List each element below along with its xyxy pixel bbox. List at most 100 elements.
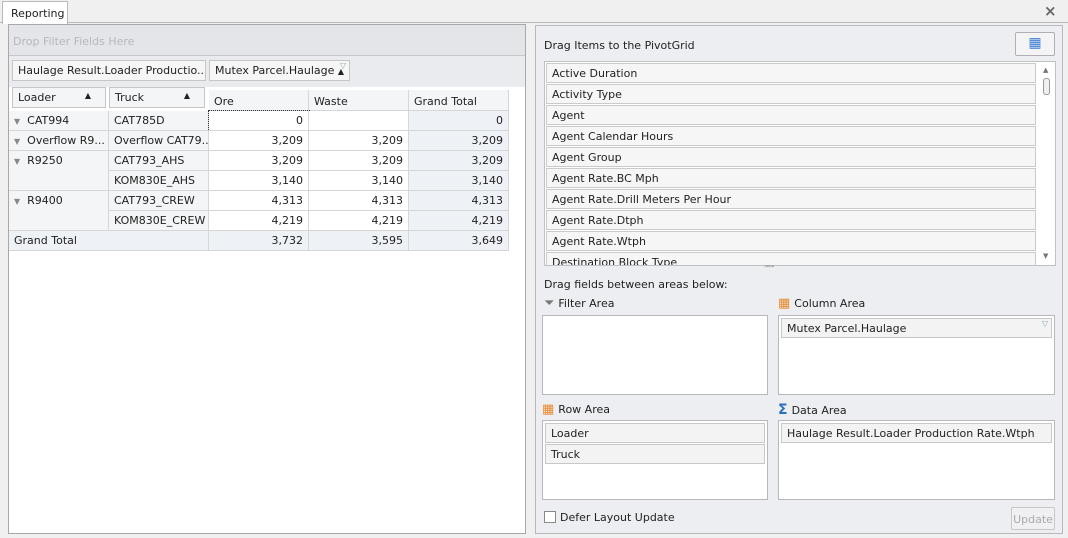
collapse-icon[interactable]: ▼ — [14, 197, 21, 206]
filter-drop-area[interactable]: Drop Filter Fields Here — [9, 25, 525, 56]
splitter-grip[interactable]: '''''''' — [764, 264, 775, 273]
tab-reporting[interactable]: Reporting — [2, 1, 68, 24]
field-list-panel: Drag Items to the PivotGrid ▦ Active Dur… — [535, 25, 1063, 534]
data-cell[interactable]: 3,209 — [209, 131, 309, 151]
layout-grid-icon: ▦ — [1028, 35, 1042, 51]
filter-icon[interactable]: ▽ — [1041, 319, 1048, 328]
row-header-loader[interactable]: ▼ R9400 — [9, 191, 109, 231]
data-cell[interactable]: 3,209 — [409, 151, 509, 171]
column-field-label: Mutex Parcel.Haulage — [215, 64, 335, 77]
data-cell[interactable]: 3,209 — [309, 151, 409, 171]
column-header[interactable]: Ore — [209, 90, 309, 111]
data-cell[interactable]: 4,313 — [409, 191, 509, 211]
field-list-item[interactable]: Destination Block Type — [546, 252, 1036, 265]
column-area-text: Column Area — [794, 297, 866, 310]
row-field-loader[interactable]: Loader ▲ — [12, 87, 106, 108]
collapse-icon[interactable]: ▼ — [14, 137, 21, 146]
grand-total-cell[interactable]: 3,649 — [409, 231, 509, 251]
row-header-truck[interactable]: KOM830E_CREW — [109, 211, 209, 231]
data-cell[interactable]: 3,140 — [209, 171, 309, 191]
data-cell[interactable] — [309, 111, 409, 131]
data-cell[interactable]: 4,313 — [209, 191, 309, 211]
grand-total-cell[interactable]: 3,595 — [309, 231, 409, 251]
data-cell[interactable]: 3,140 — [409, 171, 509, 191]
update-button[interactable]: Update — [1011, 507, 1055, 530]
row-header-loader[interactable]: ▼ Overflow R9... — [9, 131, 109, 151]
column-area-label: ▦ Column Area — [778, 296, 865, 311]
row-header-truck[interactable]: CAT793_CREW — [109, 191, 209, 211]
data-cell[interactable]: 4,219 — [409, 211, 509, 231]
column-header[interactable]: Waste — [309, 90, 409, 111]
row-area-text: Row Area — [558, 403, 610, 416]
scroll-up-icon[interactable]: ▲ — [1043, 66, 1049, 74]
row-header-truck[interactable]: KOM830E_AHS — [109, 171, 209, 191]
field-list-item[interactable]: Agent Rate.Drill Meters Per Hour — [546, 189, 1036, 209]
table-icon: ▦ — [778, 296, 791, 311]
row-field-truck[interactable]: Truck ▲ — [109, 87, 205, 108]
row-header-loader[interactable]: ▼ R9250 — [9, 151, 109, 191]
scroll-down-icon[interactable]: ▼ — [1043, 252, 1049, 260]
sort-asc-icon: ▲ — [183, 91, 190, 100]
data-cell[interactable]: 4,219 — [309, 211, 409, 231]
data-cell[interactable]: 0 — [409, 111, 509, 131]
row-field-label: Truck — [115, 91, 145, 104]
field-list-title: Drag Items to the PivotGrid — [544, 39, 695, 52]
row-field-label: Loader — [18, 91, 56, 104]
field-list-item[interactable]: Agent Group — [546, 147, 1036, 167]
field-list-item[interactable]: Agent Calendar Hours — [546, 126, 1036, 146]
row-area-item[interactable]: Loader — [545, 423, 765, 443]
row-area-item[interactable]: Truck — [545, 444, 765, 464]
filter-area-box[interactable] — [542, 315, 768, 395]
row-header-truck[interactable]: Overflow CAT79... — [109, 131, 209, 151]
field-list-item[interactable]: Agent Rate.BC Mph — [546, 168, 1036, 188]
collapse-icon[interactable]: ▼ — [14, 117, 21, 126]
data-cell[interactable]: 3,209 — [409, 131, 509, 151]
field-list-scrollbar[interactable]: ▲ ▼ — [1039, 62, 1055, 265]
areas-caption: Drag fields between areas below: — [544, 278, 728, 291]
row-area-box[interactable]: Loader Truck — [542, 420, 768, 500]
pivot-grid: Drop Filter Fields Here Haulage Result.L… — [8, 24, 526, 534]
field-list-item[interactable]: Active Duration — [546, 63, 1036, 83]
row-header-truck[interactable]: CAT793_AHS — [109, 151, 209, 171]
filter-icon[interactable]: ▽ — [339, 61, 346, 70]
column-area-box[interactable]: Mutex Parcel.Haulage ▽ — [778, 315, 1055, 395]
defer-layout-label: Defer Layout Update — [560, 511, 675, 524]
layout-button[interactable]: ▦ — [1015, 32, 1055, 56]
row-header-truck[interactable]: CAT785D — [109, 111, 209, 131]
data-area-text: Data Area — [791, 403, 847, 417]
data-area-label: Σ Data Area — [778, 402, 847, 418]
loader-label: R9400 — [27, 194, 63, 207]
data-cell[interactable]: 3,209 — [209, 151, 309, 171]
filter-area-text: Filter Area — [558, 297, 615, 310]
sigma-icon: Σ — [778, 402, 788, 418]
close-icon[interactable]: × — [1044, 2, 1057, 20]
field-list-item[interactable]: Agent Rate.Dtph — [546, 210, 1036, 230]
column-header[interactable]: Grand Total — [409, 90, 509, 111]
grand-total-cell[interactable]: 3,732 — [209, 231, 309, 251]
data-area-box[interactable]: Haulage Result.Loader Production Rate.Wt… — [778, 420, 1055, 500]
data-cell[interactable]: 4,313 — [309, 191, 409, 211]
column-area-item[interactable]: Mutex Parcel.Haulage ▽ — [781, 318, 1052, 338]
defer-layout-checkbox[interactable] — [544, 511, 556, 523]
table-icon: ▦ — [542, 402, 555, 417]
grand-total-label: Grand Total — [9, 231, 209, 251]
field-list: Active Duration Activity Type Agent Agent C… — [544, 61, 1056, 266]
data-cell[interactable]: 0 — [208, 110, 310, 132]
data-cell[interactable]: 3,209 — [309, 131, 409, 151]
funnel-icon: ⏷ — [544, 296, 555, 311]
data-field-button[interactable]: Haulage Result.Loader Productio... — [12, 60, 206, 81]
sort-asc-icon: ▲ — [84, 91, 91, 100]
data-cell[interactable]: 4,219 — [209, 211, 309, 231]
field-list-item[interactable]: Agent — [546, 105, 1036, 125]
loader-label: R9250 — [27, 154, 63, 167]
column-field-button[interactable]: Mutex Parcel.Haulage ▲ ▽ — [209, 60, 350, 81]
scroll-thumb[interactable] — [1043, 78, 1050, 95]
field-list-item[interactable]: Agent Rate.Wtph — [546, 231, 1036, 251]
sort-asc-icon: ▲ — [337, 67, 345, 76]
data-cell[interactable]: 3,140 — [309, 171, 409, 191]
collapse-icon[interactable]: ▼ — [14, 157, 21, 166]
row-header-loader[interactable]: ▼ CAT994 — [9, 111, 109, 131]
field-list-item[interactable]: Activity Type — [546, 84, 1036, 104]
tab-strip — [0, 0, 1068, 23]
data-area-item[interactable]: Haulage Result.Loader Production Rate.Wt… — [781, 423, 1052, 443]
